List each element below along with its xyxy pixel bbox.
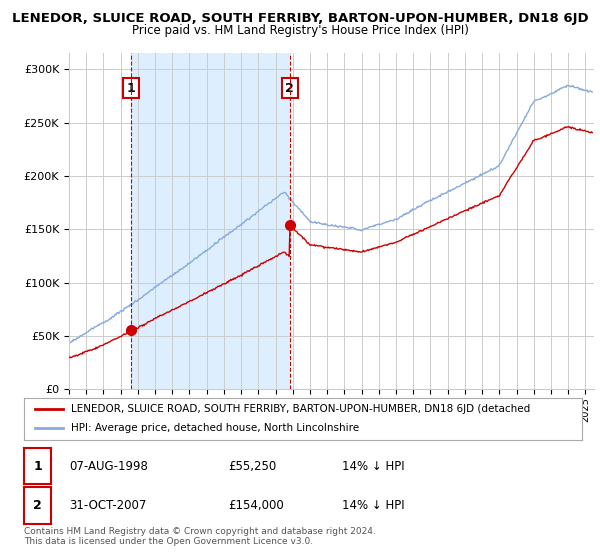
Text: HPI: Average price, detached house, North Lincolnshire: HPI: Average price, detached house, Nort… — [71, 423, 359, 433]
Text: £55,250: £55,250 — [228, 460, 276, 473]
Text: Price paid vs. HM Land Registry's House Price Index (HPI): Price paid vs. HM Land Registry's House … — [131, 24, 469, 37]
Text: LENEDOR, SLUICE ROAD, SOUTH FERRIBY, BARTON-UPON-HUMBER, DN18 6JD: LENEDOR, SLUICE ROAD, SOUTH FERRIBY, BAR… — [11, 12, 589, 25]
Text: 1: 1 — [33, 460, 42, 473]
Text: 1: 1 — [127, 82, 136, 95]
Text: 14% ↓ HPI: 14% ↓ HPI — [342, 460, 404, 473]
Text: 2: 2 — [286, 82, 294, 95]
Bar — [131, 53, 290, 389]
Text: LENEDOR, SLUICE ROAD, SOUTH FERRIBY, BARTON-UPON-HUMBER, DN18 6JD (detached: LENEDOR, SLUICE ROAD, SOUTH FERRIBY, BAR… — [71, 404, 530, 414]
Text: 31-OCT-2007: 31-OCT-2007 — [69, 499, 146, 512]
Text: £154,000: £154,000 — [228, 499, 284, 512]
Text: Contains HM Land Registry data © Crown copyright and database right 2024.
This d: Contains HM Land Registry data © Crown c… — [24, 526, 376, 546]
Text: 07-AUG-1998: 07-AUG-1998 — [69, 460, 148, 473]
Text: 14% ↓ HPI: 14% ↓ HPI — [342, 499, 404, 512]
Text: 2: 2 — [33, 499, 42, 512]
